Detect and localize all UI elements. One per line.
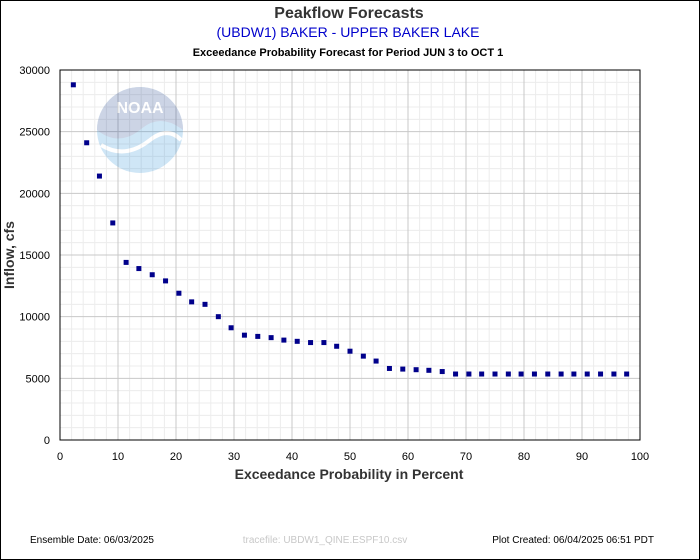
data-point: [373, 358, 379, 364]
data-point: [453, 371, 459, 377]
x-tick-label: 10: [112, 451, 124, 463]
data-point: [189, 299, 195, 305]
chart-subtitle: (UBDW1) BAKER - UPPER BAKER LAKE: [217, 24, 480, 40]
data-point: [96, 173, 102, 179]
data-point: [321, 340, 327, 346]
data-point: [386, 365, 392, 371]
x-tick-label: 100: [631, 451, 649, 463]
data-point: [334, 343, 340, 349]
data-point: [294, 338, 300, 344]
x-tick-label: 40: [286, 451, 298, 463]
data-point: [400, 366, 406, 372]
x-tick-label: 90: [576, 451, 588, 463]
y-tick-label: 10000: [19, 312, 50, 324]
data-point: [241, 332, 247, 338]
y-axis-title: Inflow, cfs: [1, 221, 17, 289]
x-tick-label: 60: [402, 451, 414, 463]
plot-created: Plot Created: 06/04/2025 06:51 PDT: [492, 535, 654, 546]
data-point: [281, 337, 287, 343]
data-point: [545, 371, 551, 377]
data-point: [268, 335, 274, 341]
data-point: [492, 371, 498, 377]
data-point: [571, 371, 577, 377]
chart-title: Peakflow Forecasts: [274, 5, 424, 22]
data-point: [611, 371, 617, 377]
data-point: [439, 369, 445, 375]
x-tick-label: 20: [170, 451, 182, 463]
x-axis-title: Exceedance Probability in Percent: [235, 466, 464, 482]
y-tick-label: 20000: [19, 188, 50, 200]
y-tick-label: 5000: [26, 373, 50, 385]
data-point: [360, 353, 366, 359]
y-tick-label: 0: [44, 435, 50, 447]
noaa-logo: NOAA: [97, 87, 183, 173]
x-axis-ticks: 0 10 20 30 40 50 60 70 80 90 100: [57, 451, 649, 463]
data-point: [176, 290, 182, 296]
data-point: [479, 371, 485, 377]
data-point: [228, 325, 234, 331]
x-tick-label: 80: [518, 451, 530, 463]
data-point: [136, 266, 142, 272]
x-tick-label: 70: [460, 451, 472, 463]
data-point: [163, 278, 169, 284]
x-tick-label: 0: [57, 451, 63, 463]
data-point: [624, 371, 630, 377]
data-point: [531, 371, 537, 377]
chart-period-subtitle: Exceedance Probability Forecast for Peri…: [193, 47, 504, 59]
ensemble-date: Ensemble Date: 06/03/2025: [30, 535, 154, 546]
data-point: [347, 348, 353, 354]
grid-lines: [59, 69, 641, 441]
x-tick-label: 30: [228, 451, 240, 463]
data-point: [558, 371, 564, 377]
data-point: [123, 259, 129, 265]
y-tick-label: 15000: [19, 250, 50, 262]
plot-border: [59, 69, 641, 441]
data-point: [308, 340, 314, 346]
data-point: [518, 371, 524, 377]
data-point: [255, 333, 261, 339]
data-point: [84, 140, 90, 146]
y-tick-label: 25000: [19, 127, 50, 139]
data-point: [466, 371, 472, 377]
data-point: [149, 272, 155, 278]
data-point: [584, 371, 590, 377]
data-point: [598, 371, 604, 377]
data-point: [215, 314, 221, 320]
data-point: [413, 367, 419, 373]
y-tick-label: 30000: [19, 65, 50, 77]
data-point: [202, 301, 208, 307]
data-point: [426, 367, 432, 373]
data-point: [505, 371, 511, 377]
data-point: [110, 220, 116, 226]
data-points: [70, 82, 630, 377]
y-axis-ticks: 0 5000 10000 15000 20000 25000 30000: [19, 65, 50, 447]
x-tick-label: 50: [344, 451, 356, 463]
data-point: [70, 82, 76, 88]
noaa-logo-text: NOAA: [116, 100, 164, 117]
tracefile-label: tracefile: UBDW1_QINE.ESPF10.csv: [243, 535, 408, 546]
